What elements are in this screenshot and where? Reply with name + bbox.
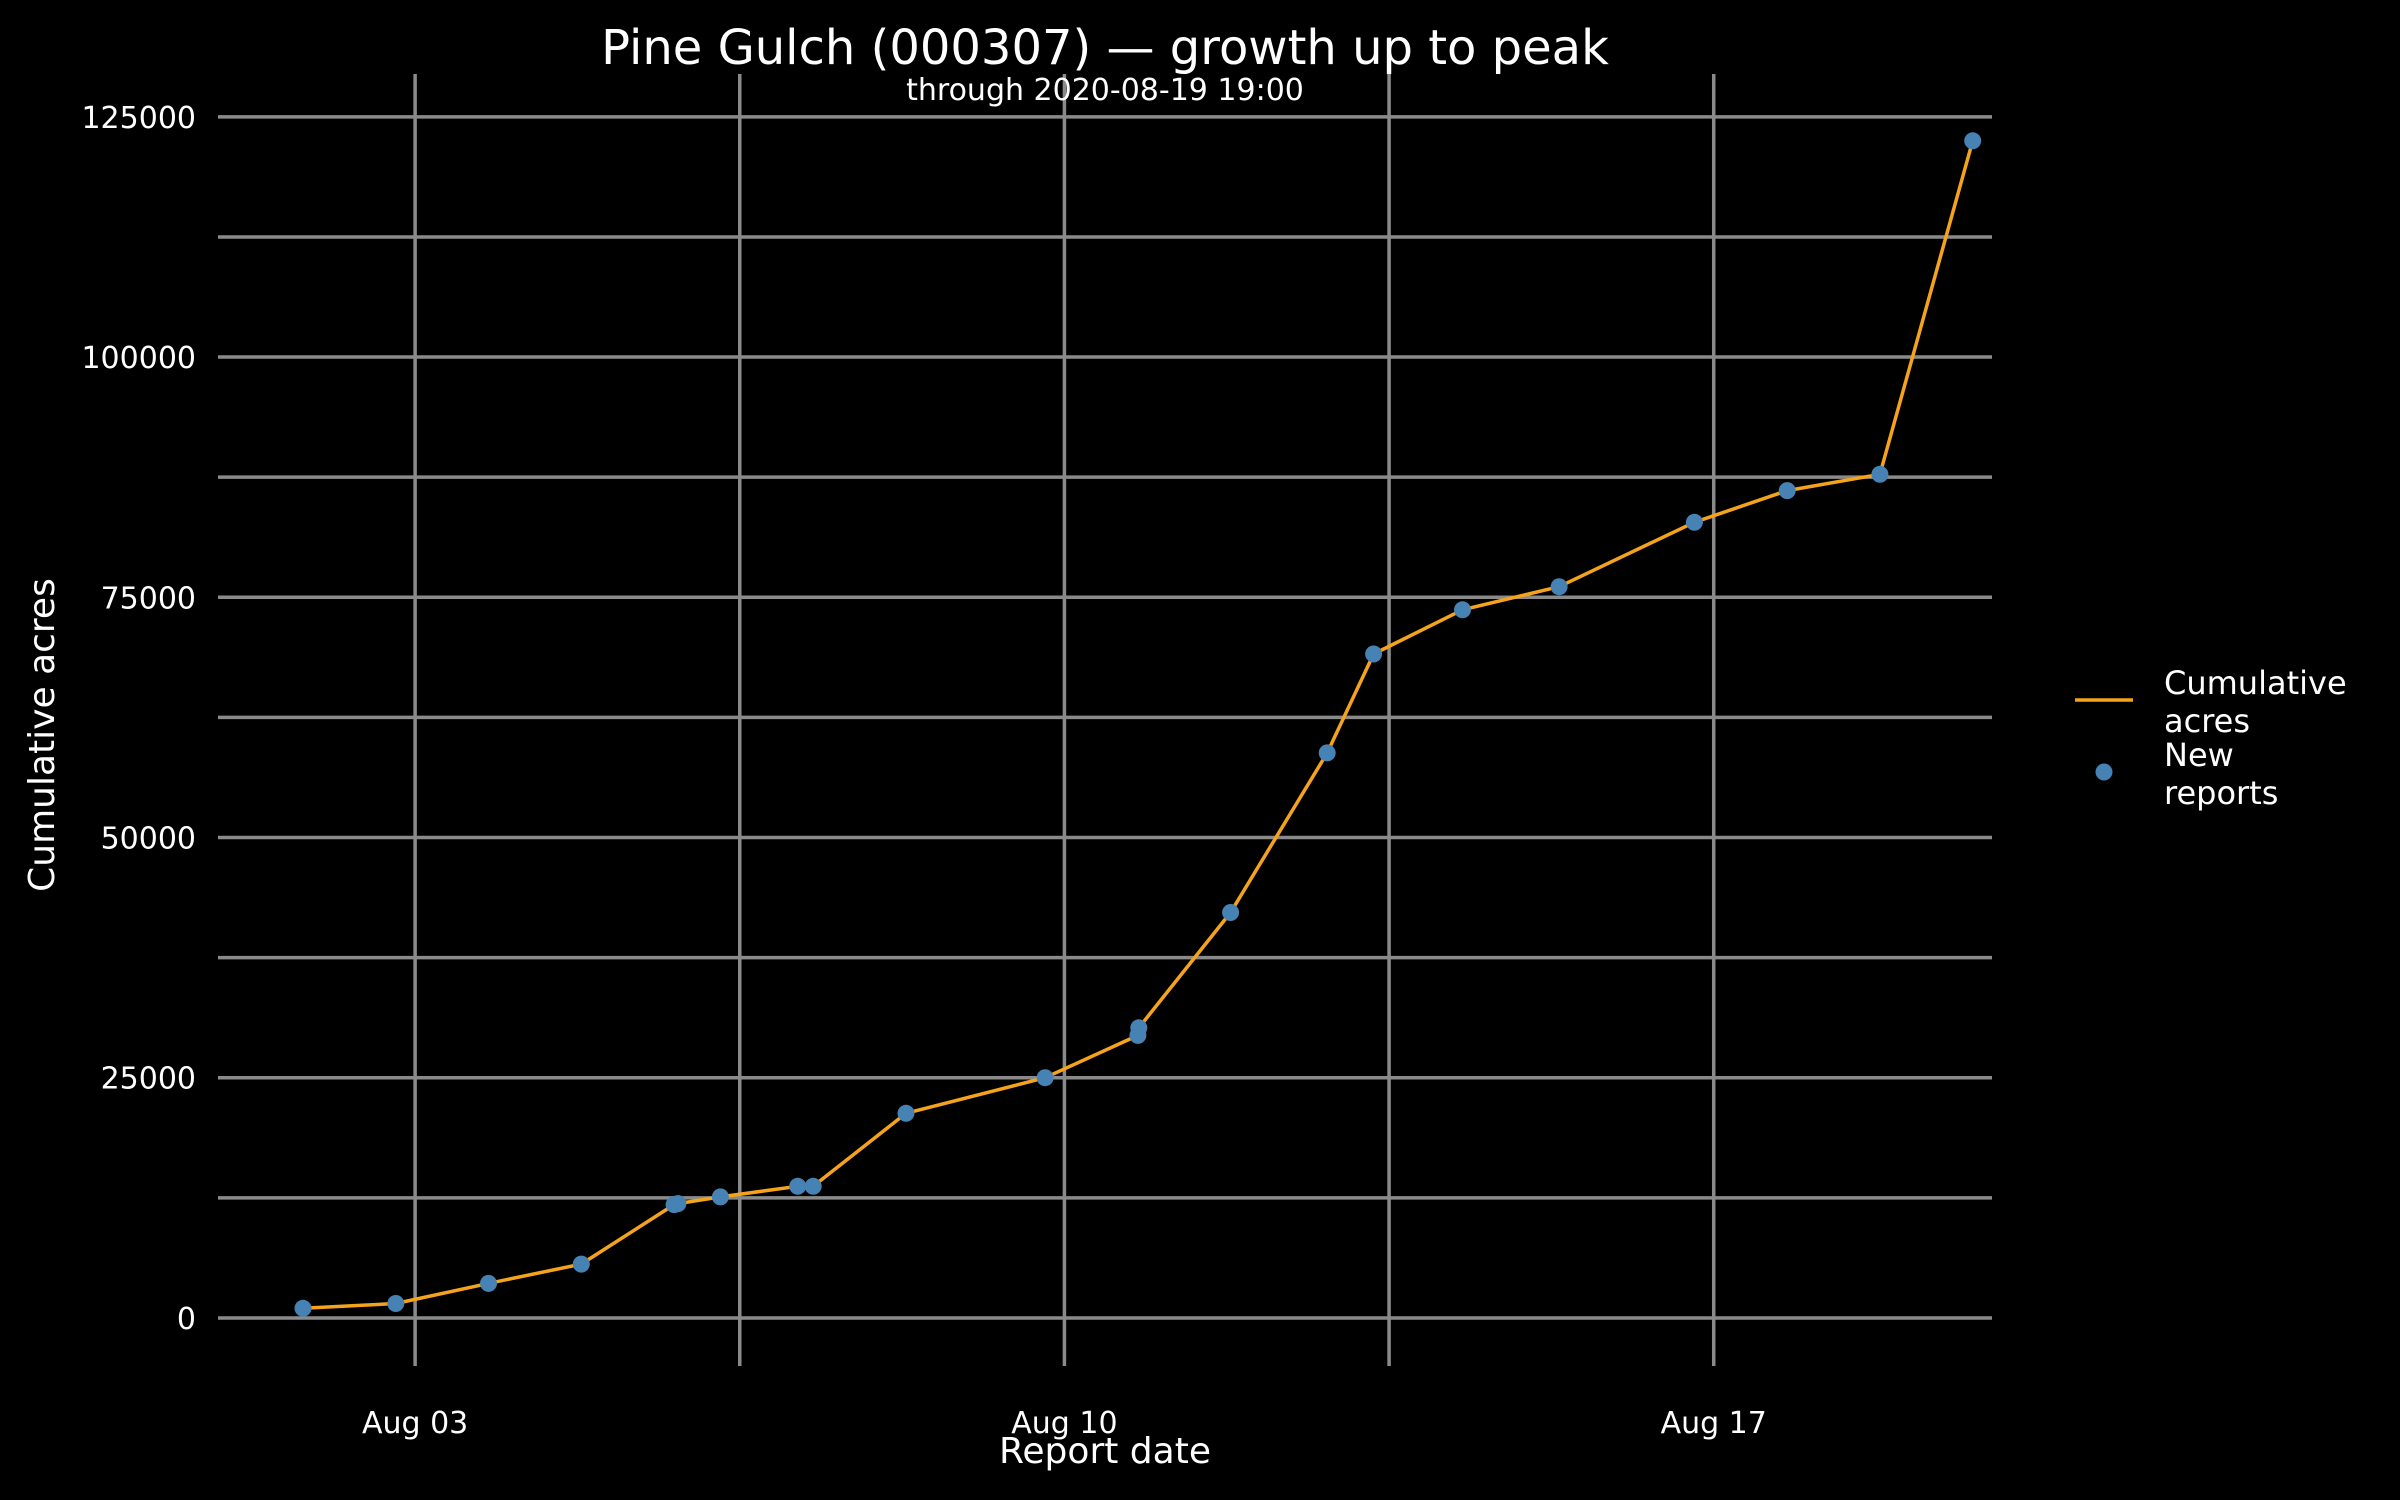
x-tick-label: Aug 10	[1011, 1406, 1117, 1441]
data-point	[1685, 513, 1703, 531]
data-point	[1036, 1069, 1054, 1087]
data-point	[1365, 645, 1383, 663]
data-point	[480, 1274, 497, 1292]
cumulative-acres-line	[302, 140, 1975, 1311]
data-point	[669, 1195, 687, 1213]
y-tick-label: 0	[177, 1302, 196, 1337]
series-new-reports	[294, 132, 1982, 1317]
data-point	[387, 1295, 405, 1312]
x-axis-ticks: Aug 03 Aug 10 Aug 17	[362, 1406, 1767, 1441]
data-point	[1871, 465, 1889, 483]
y-tick-label: 100000	[81, 341, 196, 376]
legend-label-cumulative-acres: Cumulative acres	[2164, 664, 2347, 740]
x-tick-label: Aug 03	[362, 1406, 468, 1441]
grid	[218, 74, 1992, 1366]
data-point	[789, 1177, 807, 1195]
y-tick-label: 50000	[101, 822, 196, 857]
x-tick-label: Aug 17	[1661, 1406, 1767, 1441]
legend-point-key	[2095, 763, 2113, 781]
x-axis-label: Report date	[999, 1431, 1211, 1472]
data-point	[572, 1255, 590, 1273]
data-point	[897, 1104, 915, 1122]
data-point	[804, 1177, 822, 1195]
data-point	[1130, 1019, 1148, 1037]
y-axis-label: Cumulative acres	[22, 578, 63, 892]
data-point	[1454, 601, 1471, 619]
y-tick-label: 25000	[101, 1062, 196, 1097]
data-point	[1222, 904, 1240, 921]
chart-subtitle: through 2020-08-19 19:00	[906, 73, 1304, 108]
y-axis-ticks: 0 25000 50000 75000 100000 125000	[81, 101, 196, 1337]
data-point	[711, 1188, 729, 1206]
y-tick-label: 125000	[81, 101, 196, 136]
data-point	[1778, 482, 1796, 500]
series-cumulative-acres	[302, 140, 1975, 1311]
data-point	[1318, 744, 1336, 762]
chart-title: Pine Gulch (000307) — growth up to peak	[601, 20, 1609, 76]
y-tick-label: 75000	[101, 581, 196, 616]
data-point	[1964, 132, 1982, 150]
data-point	[1550, 578, 1568, 596]
legend-label-new-reports: New reports	[2164, 736, 2278, 812]
data-point	[294, 1299, 312, 1317]
